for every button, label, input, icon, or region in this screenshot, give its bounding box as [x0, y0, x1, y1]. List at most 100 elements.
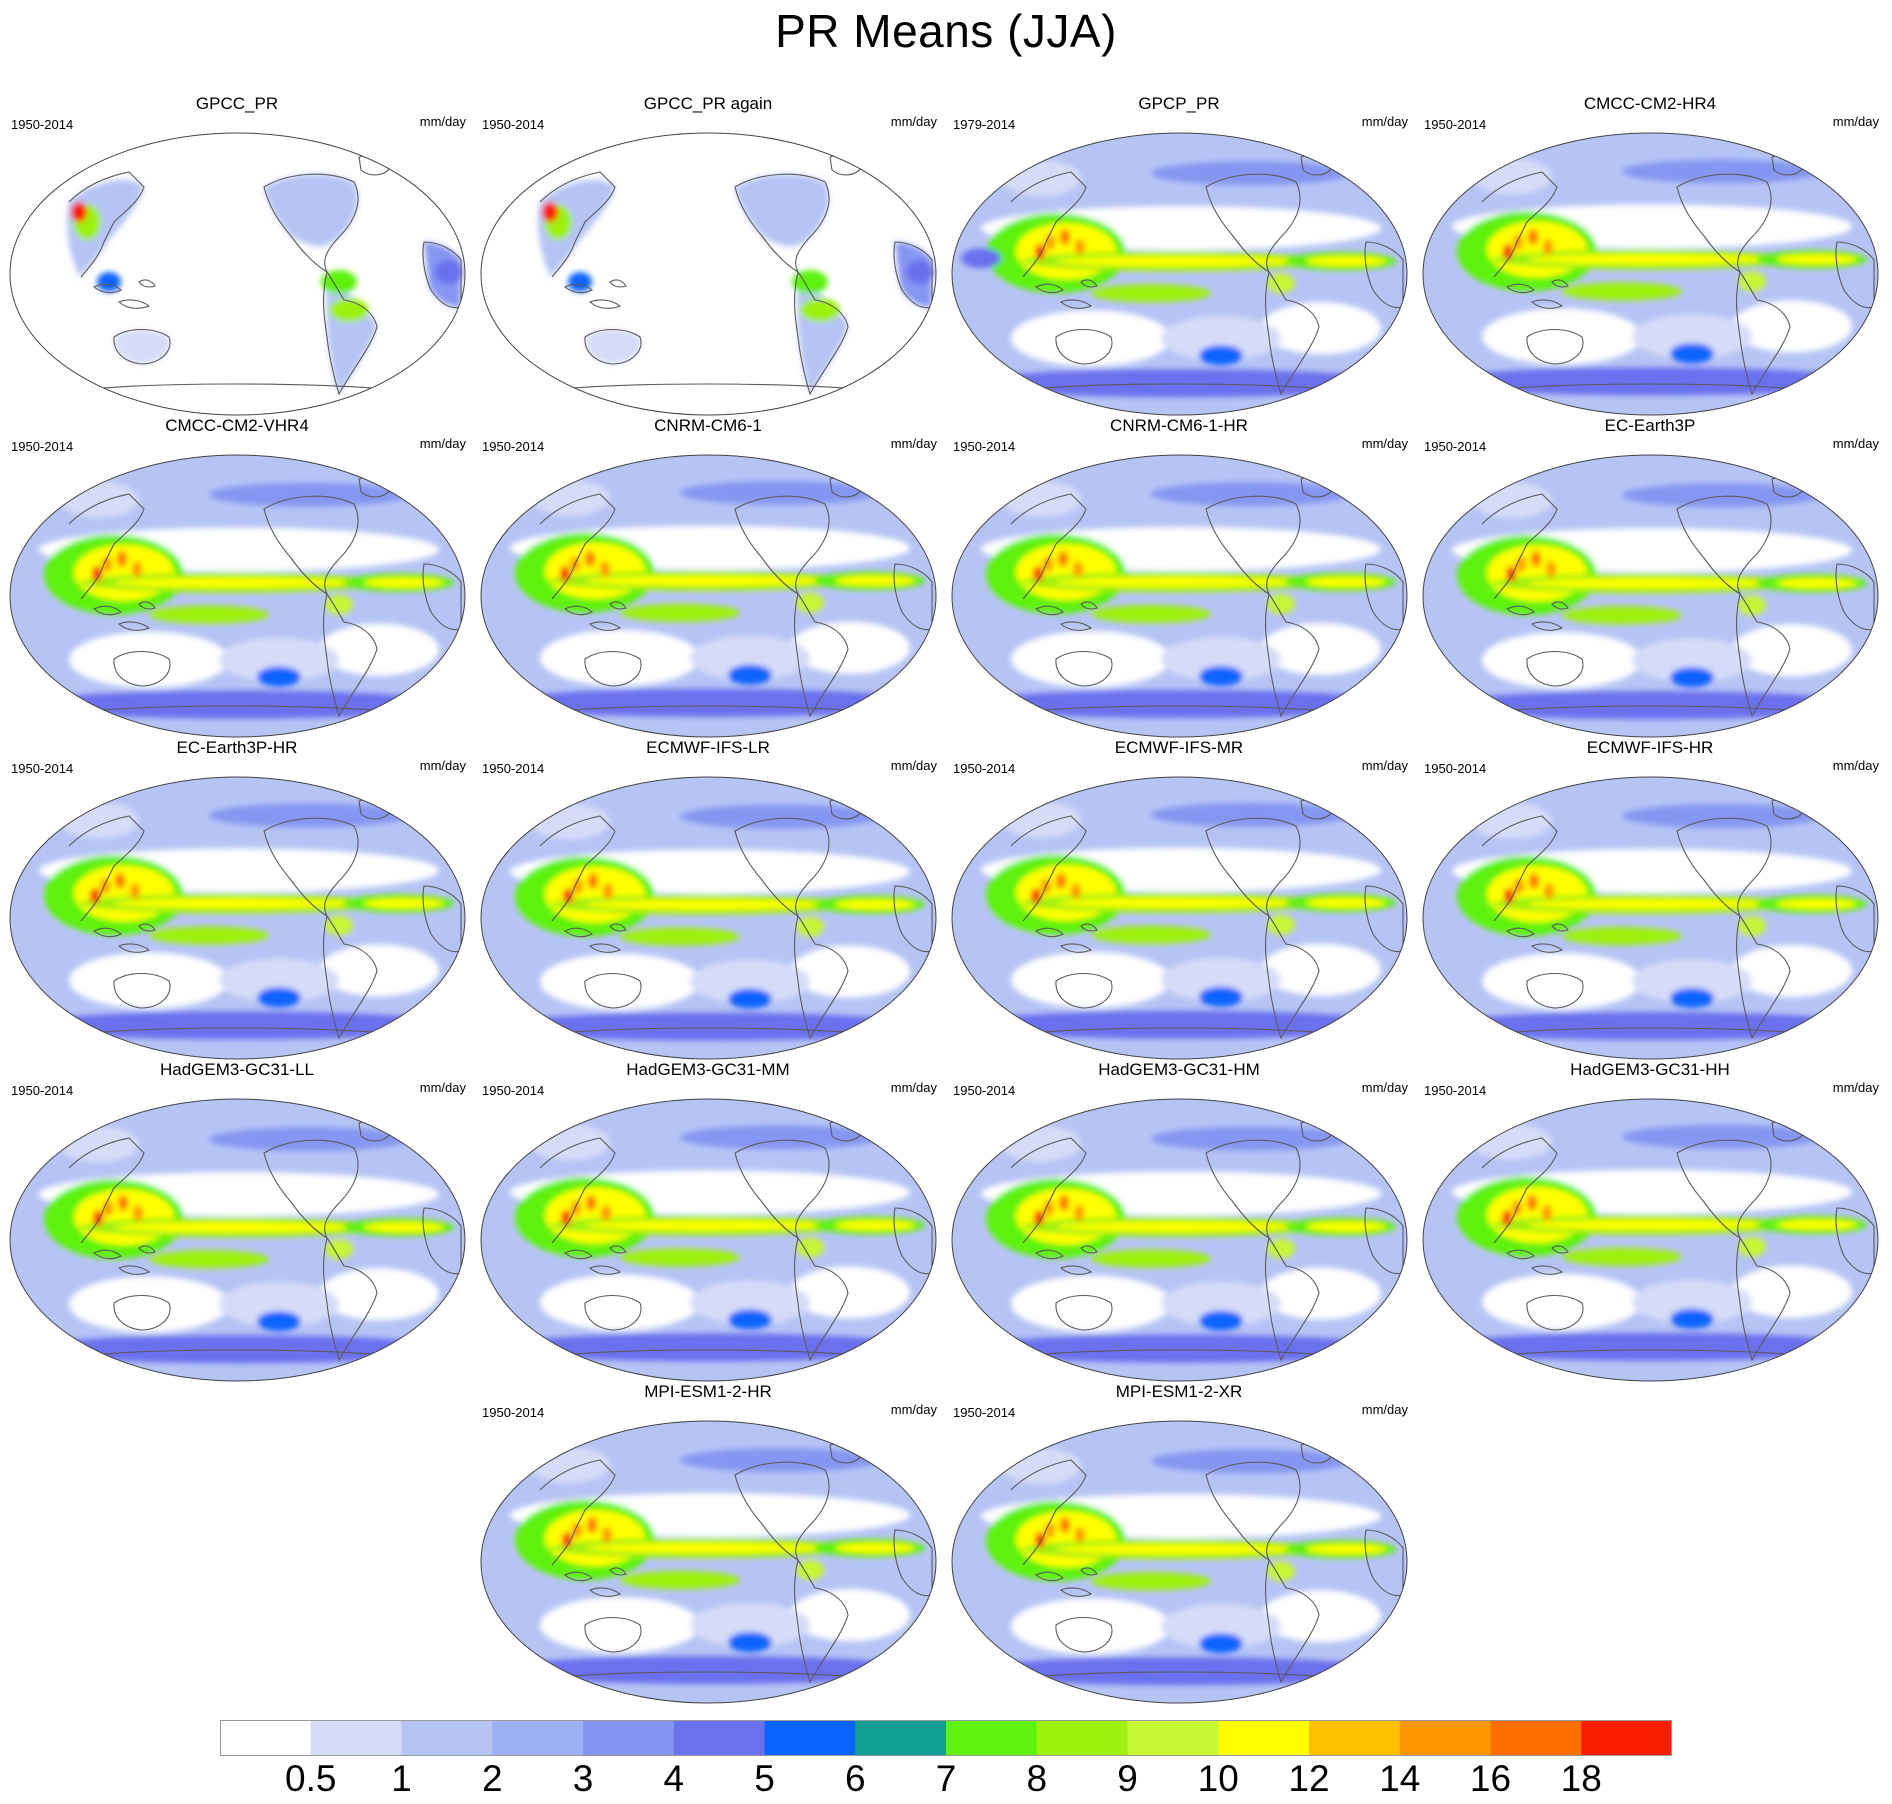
panel-title: EC-Earth3P-HR [176, 738, 298, 757]
panel-units: mm/day [890, 436, 937, 451]
panel-period: 1950-2014 [1424, 761, 1487, 776]
colorbar-swatch [855, 1720, 947, 1756]
panel-units: mm/day [1832, 758, 1879, 773]
panel-title: EC-Earth3P [1604, 416, 1696, 435]
precipitation-map [9, 1098, 466, 1382]
panel-units: mm/day [1832, 114, 1879, 129]
panel-units: mm/day [890, 1080, 937, 1095]
colorbar-tick-label: 1 [391, 1758, 412, 1799]
colorbar-tick-label: 6 [844, 1758, 866, 1799]
colorbar-tick-label: 7 [935, 1758, 957, 1799]
map-panel: GPCC_PR again 1950-2014 mm/day [473, 94, 943, 416]
panel-title: HadGEM3-GC31-LL [159, 1060, 314, 1079]
panel-title: CNRM-CM6-1 [654, 416, 762, 435]
panel-title: CMCC-CM2-VHR4 [165, 416, 309, 435]
precipitation-map [480, 132, 937, 416]
precipitation-map [9, 132, 466, 416]
map-panel: EC-Earth3P 1950-2014 mm/day [1415, 416, 1885, 738]
colorbar-swatch [1309, 1720, 1401, 1756]
colorbar-tick-label: 4 [663, 1758, 685, 1799]
panel-units: mm/day [419, 114, 466, 129]
precipitation-map [480, 454, 937, 738]
colorbar-tick-label: 12 [1288, 1758, 1330, 1799]
colorbar-tick-label: 5 [754, 1758, 775, 1799]
panel-period: 1950-2014 [482, 1083, 545, 1098]
map-panel: HadGEM3-GC31-HM 1950-2014 mm/day [944, 1060, 1414, 1382]
colorbar-tick-label: 16 [1469, 1758, 1512, 1799]
map-panel: MPI-ESM1-2-XR 1950-2014 mm/day [944, 1382, 1414, 1704]
precipitation-map [1422, 776, 1879, 1060]
panel-title: HadGEM3-GC31-MM [626, 1060, 790, 1079]
panel-units: mm/day [890, 114, 937, 129]
precipitation-map [480, 1098, 937, 1382]
colorbar [220, 1720, 1672, 1756]
precipitation-map [1422, 1098, 1879, 1382]
panel-grid: GPCC_PR 1950-2014 mm/day GPCC_PR again 1950-… [2, 94, 1885, 1704]
map-panel: CNRM-CM6-1 1950-2014 mm/day [473, 416, 943, 738]
map-panel: CMCC-CM2-HR4 1950-2014 mm/day [1415, 94, 1885, 416]
panel-units: mm/day [1832, 436, 1879, 451]
panel-period: 1950-2014 [482, 761, 545, 776]
colorbar-tick-label: 14 [1379, 1758, 1421, 1799]
panel-title: ECMWF-IFS-MR [1114, 738, 1244, 757]
colorbar-swatch [1218, 1720, 1310, 1756]
panel-period: 1950-2014 [482, 439, 545, 454]
panel-period: 1950-2014 [1424, 439, 1487, 454]
panel-title: HadGEM3-GC31-HM [1098, 1060, 1260, 1079]
map-panel: CNRM-CM6-1-HR 1950-2014 mm/day [944, 416, 1414, 738]
panel-period: 1950-2014 [11, 1083, 74, 1098]
colorbar-swatch [1036, 1720, 1128, 1756]
panel-title: CMCC-CM2-HR4 [1583, 94, 1717, 113]
panel-units: mm/day [419, 1080, 466, 1095]
colorbar-swatch [492, 1720, 584, 1756]
colorbar-tick-label: 2 [481, 1758, 503, 1799]
colorbar-swatch [946, 1720, 1038, 1756]
colorbar-swatch [673, 1720, 765, 1756]
colorbar-swatch [401, 1720, 493, 1756]
precipitation-map [1422, 132, 1879, 416]
panel-period: 1950-2014 [953, 1083, 1016, 1098]
panel-units: mm/day [1832, 1080, 1879, 1095]
precipitation-map [951, 454, 1408, 738]
panel-units: mm/day [1361, 114, 1408, 129]
panel-units: mm/day [419, 758, 466, 773]
colorbar-tick-label: 0.5 [285, 1758, 337, 1799]
panel-period: 1950-2014 [482, 117, 545, 132]
map-panel: HadGEM3-GC31-LL 1950-2014 mm/day [2, 1060, 472, 1382]
colorbar-tick-label: 8 [1026, 1758, 1048, 1799]
panel-units: mm/day [1361, 758, 1408, 773]
map-panel: EC-Earth3P-HR 1950-2014 mm/day [2, 738, 472, 1060]
figure-title: PR Means (JJA) [775, 5, 1117, 57]
colorbar-swatch [583, 1720, 675, 1756]
panel-units: mm/day [890, 758, 937, 773]
map-panel: GPCP_PR 1979-2014 mm/day [944, 94, 1414, 416]
precipitation-map [480, 776, 937, 1060]
colorbar-tick-label: 18 [1560, 1758, 1602, 1799]
map-panel: ECMWF-IFS-HR 1950-2014 mm/day [1415, 738, 1885, 1060]
panel-title: MPI-ESM1-2-HR [644, 1382, 772, 1401]
panel-units: mm/day [1361, 1402, 1408, 1417]
panel-period: 1950-2014 [953, 1405, 1016, 1420]
panel-title: MPI-ESM1-2-XR [1115, 1382, 1243, 1401]
panel-period: 1950-2014 [953, 439, 1016, 454]
panel-units: mm/day [419, 436, 466, 451]
colorbar-swatch [764, 1720, 856, 1756]
panel-period: 1950-2014 [1424, 1083, 1487, 1098]
colorbar-swatch [310, 1720, 402, 1756]
map-panel: HadGEM3-GC31-HH 1950-2014 mm/day [1415, 1060, 1885, 1382]
colorbar-swatch [1581, 1720, 1672, 1756]
colorbar-swatch [1127, 1720, 1219, 1756]
panel-title: CNRM-CM6-1-HR [1110, 416, 1248, 435]
panel-title: HadGEM3-GC31-HH [1570, 1060, 1730, 1079]
panel-title: ECMWF-IFS-HR [1586, 738, 1714, 757]
panel-period: 1950-2014 [11, 439, 74, 454]
colorbar-tick-label: 9 [1117, 1758, 1138, 1799]
precipitation-map [480, 1420, 937, 1704]
panel-title: GPCP_PR [1138, 94, 1220, 113]
panel-period: 1979-2014 [953, 117, 1016, 132]
precipitation-map [951, 776, 1408, 1060]
map-panel: HadGEM3-GC31-MM 1950-2014 mm/day [473, 1060, 943, 1382]
map-panel: CMCC-CM2-VHR4 1950-2014 mm/day [2, 416, 472, 738]
map-panel: MPI-ESM1-2-HR 1950-2014 mm/day [473, 1382, 943, 1704]
precipitation-map [951, 132, 1408, 416]
